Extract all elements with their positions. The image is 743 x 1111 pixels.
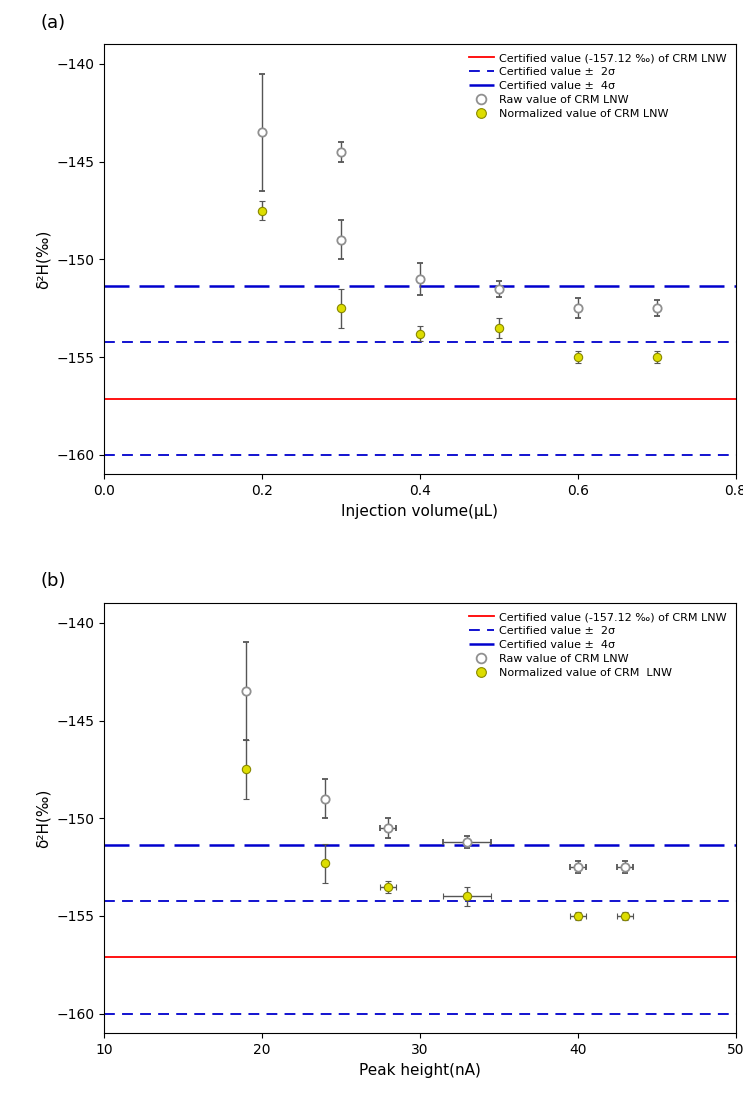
Legend: Certified value (-157.12 ‰) of CRM LNW, Certified value ±  2σ, Certified value ±: Certified value (-157.12 ‰) of CRM LNW, … [466, 50, 730, 122]
Y-axis label: δ²H(‰): δ²H(‰) [36, 230, 51, 289]
X-axis label: Injection volume(μL): Injection volume(μL) [341, 503, 499, 519]
Legend: Certified value (-157.12 ‰) of CRM LNW, Certified value ±  2σ, Certified value ±: Certified value (-157.12 ‰) of CRM LNW, … [466, 609, 730, 681]
Text: (b): (b) [41, 572, 66, 590]
Text: (a): (a) [41, 13, 66, 31]
X-axis label: Peak height(nA): Peak height(nA) [359, 1062, 481, 1078]
Y-axis label: δ²H(‰): δ²H(‰) [36, 789, 51, 848]
